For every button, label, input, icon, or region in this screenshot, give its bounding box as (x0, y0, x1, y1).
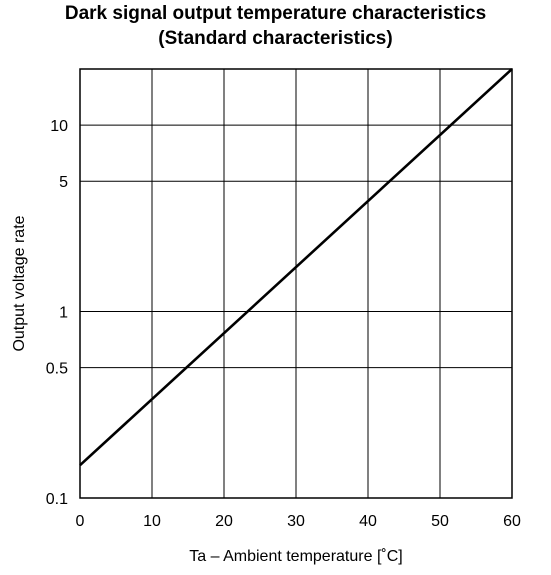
x-tick-label: 60 (503, 513, 521, 530)
y-tick-labels: 0.1 0.5 1 5 10 (46, 118, 68, 508)
x-tick-label: 40 (359, 513, 377, 530)
y-tick-label: 0.5 (46, 361, 68, 378)
series-group (79, 68, 513, 467)
grid (80, 69, 512, 498)
y-tick-label: 1 (59, 305, 68, 322)
chart-title-line1: Dark signal output temperature character… (64, 3, 487, 24)
y-axis-label: Output voltage rate (11, 215, 28, 351)
y-tick-label: 5 (59, 174, 68, 191)
x-tick-label: 30 (287, 513, 305, 530)
y-tick-label: 10 (50, 118, 68, 135)
series-line (79, 68, 513, 467)
x-tick-label: 0 (76, 513, 85, 530)
x-tick-label: 20 (215, 513, 233, 530)
x-tick-label: 10 (143, 513, 161, 530)
chart-title-line2: (Standard characteristics) (158, 28, 393, 49)
x-axis-label: Ta – Ambient temperature [˚C] (189, 548, 402, 565)
x-tick-labels: 0 10 20 30 40 50 60 (76, 513, 521, 530)
y-tick-label: 0.1 (46, 491, 68, 508)
plot-frame (79, 68, 513, 499)
x-tick-label: 50 (431, 513, 449, 530)
